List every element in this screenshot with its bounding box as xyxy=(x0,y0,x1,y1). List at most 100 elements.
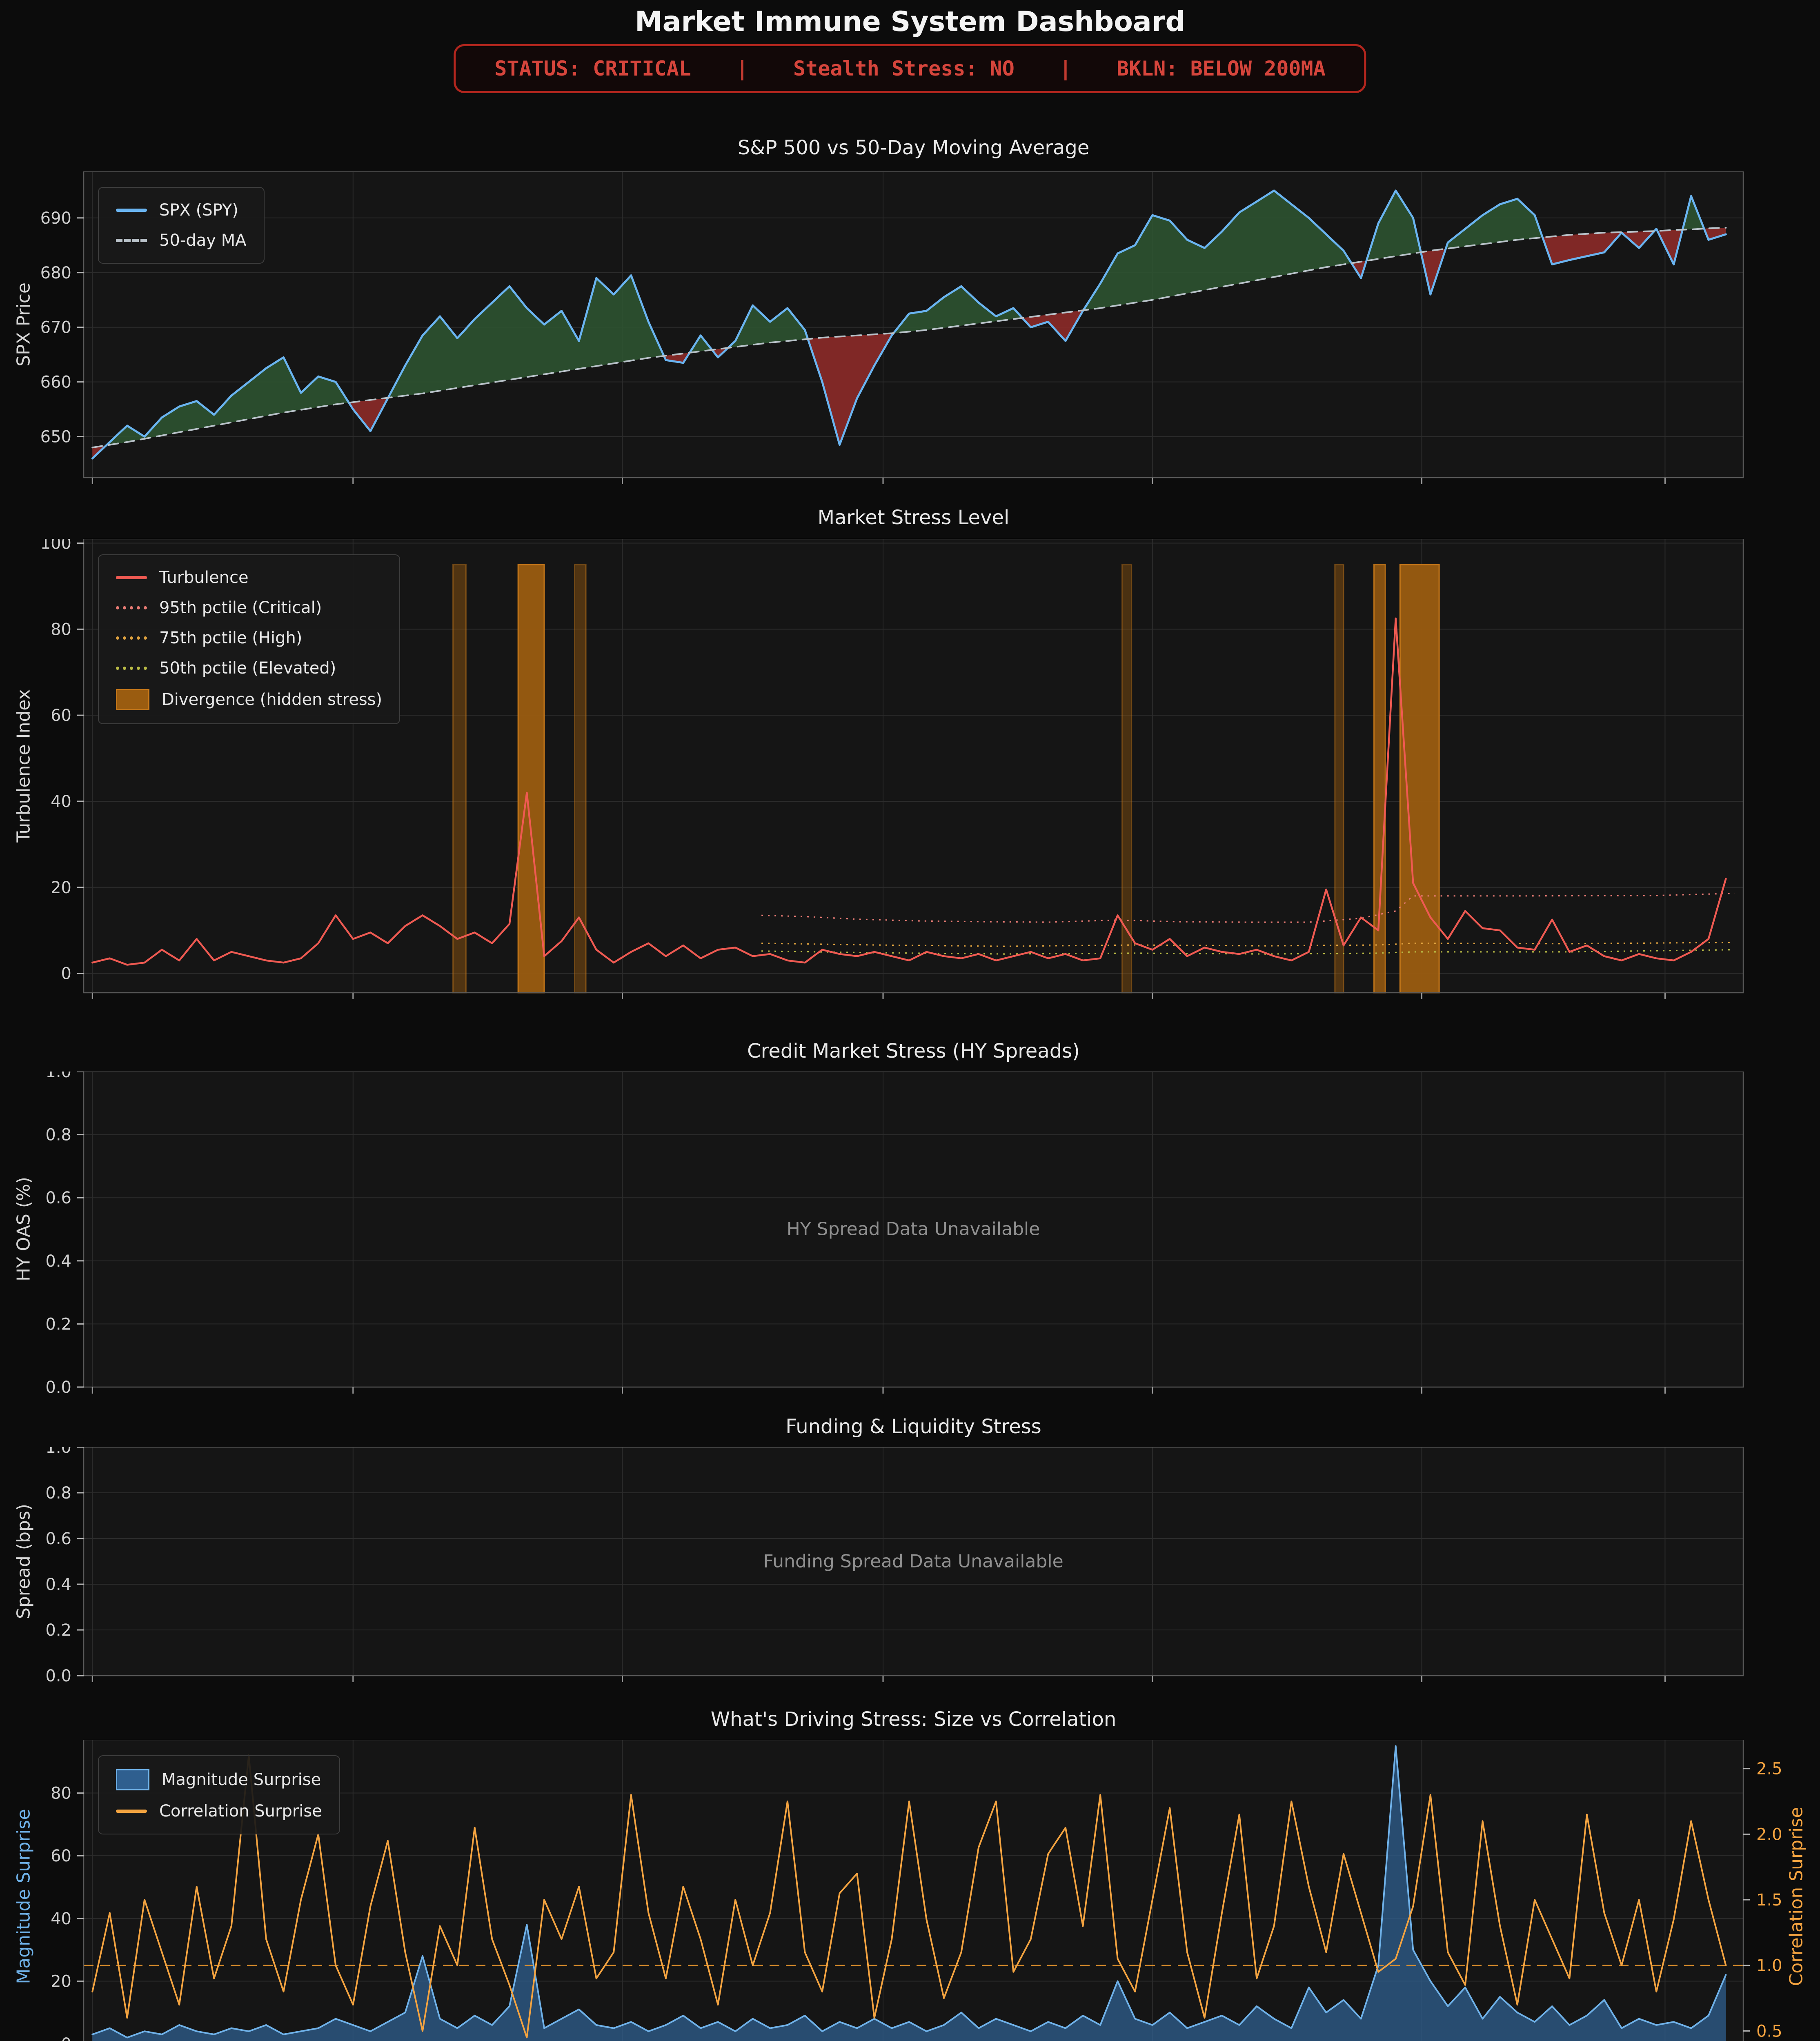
threshold-line xyxy=(761,942,1735,947)
y-tick-label: 60 xyxy=(51,706,71,725)
y-tick-label: 80 xyxy=(51,1784,71,1803)
right-y-tick-label: 2.5 xyxy=(1756,1760,1782,1779)
funding-unavailable-text: Funding Spread Data Unavailable xyxy=(763,1551,1064,1572)
legend-item: Divergence (hidden stress) xyxy=(116,689,382,710)
legend-swatch-line xyxy=(116,576,147,579)
legend-swatch-rect xyxy=(116,689,149,710)
y-tick-label: 660 xyxy=(40,373,71,392)
legend-item: 95th pctile (Critical) xyxy=(116,598,382,617)
y-tick-label: 0.8 xyxy=(45,1484,71,1503)
y-tick-label: 650 xyxy=(40,428,71,447)
series-line xyxy=(91,227,1727,449)
series-line xyxy=(91,1745,1727,2039)
chart-title-funding: Funding & Liquidity Stress xyxy=(785,1415,1041,1438)
y-tick-label: 100 xyxy=(40,539,71,553)
credit-chart-plot: 0.0 0.2 0.4 0.6 0.8 1.0 xyxy=(45,1072,1744,1397)
chart-title-stress: Market Stress Level xyxy=(817,506,1010,529)
status-separator: | xyxy=(736,57,749,80)
y-tick-label: 20 xyxy=(51,1972,71,1991)
threshold-line xyxy=(761,949,1735,955)
right-y-tick-label: 2.0 xyxy=(1756,1825,1782,1844)
legend-label: Divergence (hidden stress) xyxy=(162,690,383,709)
legend-spx: SPX (SPY) 50-day MA xyxy=(98,187,265,264)
fill-below-ma xyxy=(92,227,1726,459)
axes-spines xyxy=(83,1072,1744,1388)
axes-spines xyxy=(83,171,1744,478)
legend-label: 50-day MA xyxy=(159,231,247,250)
y-tick-label: 0.0 xyxy=(45,1667,71,1685)
y-tick-label: 690 xyxy=(40,209,71,228)
funding-chart-plot: 0.0 0.2 0.4 0.6 0.8 1.0 xyxy=(45,1447,1744,1685)
legend-item: 75th pctile (High) xyxy=(116,629,382,647)
spx-chart-plot: 650 660 670 680 690 xyxy=(40,171,1744,484)
y-tick-label: 0.2 xyxy=(45,1315,71,1334)
legend-item: 50-day MA xyxy=(116,231,247,250)
legend-label: 75th pctile (High) xyxy=(159,629,303,647)
status-segment-bkln: BKLN: BELOW 200MA xyxy=(1116,57,1326,80)
legend-swatch-dot xyxy=(116,606,147,609)
legend-label: SPX (SPY) xyxy=(159,201,238,220)
y-tick-label: 1.0 xyxy=(45,1072,71,1081)
legend-swatch-dot xyxy=(116,636,147,640)
y-tick-label: 80 xyxy=(51,620,71,639)
y-tick-label: 0 xyxy=(61,2035,71,2041)
legend-swatch-line xyxy=(116,209,147,212)
legend-item: Correlation Surprise xyxy=(116,1802,322,1821)
y-tick-label: 1.0 xyxy=(45,1447,71,1457)
y-tick-label: 0.4 xyxy=(45,1575,71,1594)
y-tick-label: 0.6 xyxy=(45,1530,71,1548)
legend-label: Magnitude Surprise xyxy=(162,1770,321,1789)
credit-unavailable-text: HY Spread Data Unavailable xyxy=(786,1218,1040,1240)
axes-spines xyxy=(83,539,1744,994)
drivers-chart-plot: 0 20 40 60 80 0.5 1.0 1.5 2.0 2.5 xyxy=(51,1740,1782,2041)
right-y-tick-label: 1.5 xyxy=(1756,1891,1782,1910)
y-tick-label: 40 xyxy=(51,1910,71,1928)
right-y-tick-label: 1.0 xyxy=(1756,1957,1782,1975)
legend-label: Turbulence xyxy=(159,568,249,587)
y-tick-label: 0.6 xyxy=(45,1189,71,1207)
legend-swatch-dash xyxy=(116,239,147,242)
legend-item: Magnitude Surprise xyxy=(116,1769,322,1790)
legend-swatch-rect xyxy=(116,1769,149,1790)
dashboard-title: Market Immune System Dashboard xyxy=(634,6,1186,38)
y-tick-label: 0.0 xyxy=(45,1378,71,1397)
legend-swatch-line xyxy=(116,1810,147,1813)
fill-above-ma xyxy=(106,190,1704,445)
series-line xyxy=(91,189,1727,460)
chart-title-drivers: What's Driving Stress: Size vs Correlati… xyxy=(710,1708,1117,1731)
legend-item: 50th pctile (Elevated) xyxy=(116,659,382,678)
legend-label: 50th pctile (Elevated) xyxy=(159,659,336,678)
legend-stress: Turbulence 95th pctile (Critical) 75th pct… xyxy=(98,554,400,724)
y-tick-label: 0.8 xyxy=(45,1126,71,1145)
axes-background xyxy=(84,1072,1743,1387)
legend-label: 95th pctile (Critical) xyxy=(159,598,322,617)
status-segment-stealth: Stealth Stress: NO xyxy=(793,57,1015,80)
y-tick-label: 0 xyxy=(61,965,71,983)
legend-label: Correlation Surprise xyxy=(159,1802,322,1821)
y-tick-label: 40 xyxy=(51,792,71,811)
series-line xyxy=(91,1754,1727,2039)
magnitude-area xyxy=(92,1746,1726,2041)
chart-title-spx: S&P 500 vs 50-Day Moving Average xyxy=(737,136,1090,159)
stress-zone xyxy=(517,564,545,994)
legend-item: Turbulence xyxy=(116,568,382,587)
axes-spines xyxy=(83,1447,1744,1676)
legend-item: SPX (SPY) xyxy=(116,201,247,220)
y-tick-label: 0.4 xyxy=(45,1252,71,1271)
series-line xyxy=(91,617,1727,966)
y-tick-label: 680 xyxy=(40,264,71,282)
axes-background xyxy=(84,1447,1743,1676)
axes-spines xyxy=(83,1740,1744,2041)
stress-zone xyxy=(452,564,467,994)
y-tick-label: 60 xyxy=(51,1847,71,1865)
right-y-tick-label: 0.5 xyxy=(1756,2022,1782,2041)
chart-title-credit: Credit Market Stress (HY Spreads) xyxy=(747,1040,1080,1063)
threshold-line xyxy=(761,892,1735,923)
y-tick-label: 20 xyxy=(51,878,71,897)
y-tick-label: 670 xyxy=(40,318,71,337)
y-tick-label: 0.2 xyxy=(45,1621,71,1640)
status-banner: STATUS: CRITICAL | Stealth Stress: NO | … xyxy=(454,44,1366,93)
legend-swatch-dot xyxy=(116,667,147,670)
status-segment-status: STATUS: CRITICAL xyxy=(494,57,691,80)
